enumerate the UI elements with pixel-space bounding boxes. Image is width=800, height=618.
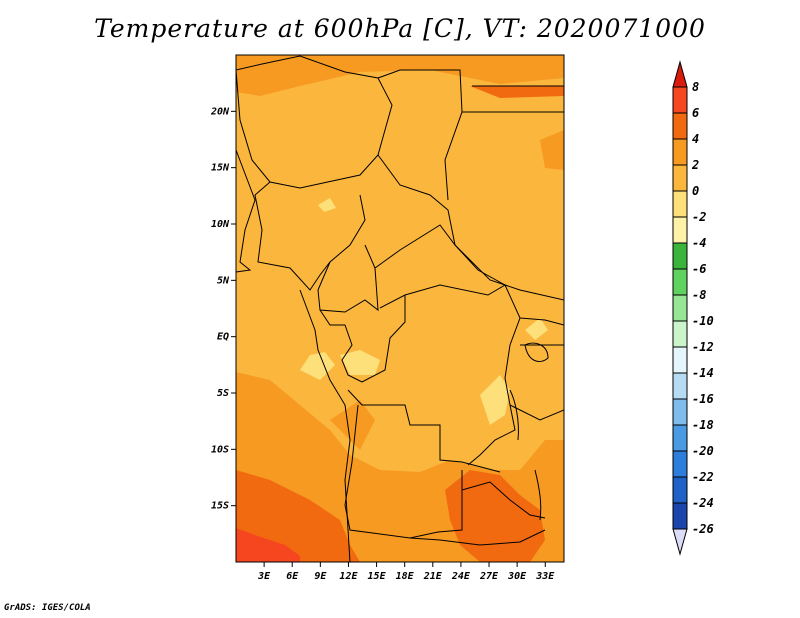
colorbar-label: -16 bbox=[692, 392, 714, 406]
border-coastline bbox=[299, 289, 351, 562]
colorbar-label: -8 bbox=[692, 288, 706, 302]
colorbar-segment bbox=[672, 450, 688, 478]
border-angola bbox=[344, 404, 463, 539]
lat-tick-label: 10S bbox=[211, 444, 229, 455]
colorbar: 8 6 4 2 0 -2 -4 -6 -8 -10 -12 -14 -16 -18 -20 -22 -24 -26 bbox=[672, 60, 714, 556]
colorbar-label: -24 bbox=[692, 496, 714, 510]
colorbar-label: -20 bbox=[692, 444, 714, 458]
lon-tick-label: 24E bbox=[451, 571, 471, 582]
lat-tick-label: 15S bbox=[211, 501, 229, 512]
lat-tick-label: 5S bbox=[217, 388, 229, 399]
field-cool-drc bbox=[480, 375, 510, 425]
lon-tick-label: 9E bbox=[314, 571, 327, 582]
map-title: Temperature at 600hPa [C], VT: 202007100… bbox=[94, 14, 706, 43]
lat-tick-label: 20N bbox=[210, 106, 230, 117]
colorbar-label: 4 bbox=[692, 132, 699, 146]
colorbar-segment bbox=[672, 424, 688, 452]
field-hot-southeast bbox=[445, 470, 545, 562]
lon-tick-label: 27E bbox=[479, 571, 499, 582]
border-car bbox=[374, 224, 507, 309]
border-lake-victoria bbox=[524, 342, 549, 362]
border-east-africa bbox=[509, 317, 564, 421]
credit-label: GrADS: IGES/COLA bbox=[4, 603, 91, 613]
field-cool-congo bbox=[340, 350, 380, 375]
border-zambia bbox=[461, 481, 546, 519]
field-cool-lakes bbox=[525, 318, 548, 340]
colorbar-label: -2 bbox=[692, 210, 706, 224]
colorbar-label: -18 bbox=[692, 418, 714, 432]
lon-tick-label: 30E bbox=[507, 571, 527, 582]
field-cool-gabon bbox=[300, 352, 335, 380]
border-lake-malawi bbox=[534, 469, 542, 521]
border-drc-south bbox=[347, 389, 501, 473]
colorbar-segment bbox=[672, 242, 688, 270]
colorbar-label: 2 bbox=[691, 158, 699, 172]
colorbar-label: 6 bbox=[692, 106, 699, 120]
longitude-axis: 3E 6E 9E 12E 15E 18E 21E 24E 27E 30E 33E bbox=[257, 562, 555, 582]
lon-tick-label: 12E bbox=[339, 571, 358, 582]
field-warm-east bbox=[540, 130, 564, 170]
border-libya-egypt bbox=[377, 69, 463, 201]
border-chad-sudan bbox=[377, 154, 564, 301]
colorbar-segment bbox=[672, 190, 688, 218]
colorbar-segment bbox=[672, 216, 688, 244]
colorbar-bottom-arrow bbox=[672, 528, 688, 556]
colorbar-segment bbox=[672, 502, 688, 530]
field-warm-sw-tongue bbox=[330, 400, 375, 450]
field-hot-southwest-core bbox=[236, 528, 300, 562]
border-namibia-botswana bbox=[409, 529, 546, 546]
border-lake-tanganyika bbox=[509, 389, 519, 441]
lat-tick-label: 15N bbox=[211, 163, 230, 174]
colorbar-segment bbox=[672, 346, 688, 374]
lat-tick-label: 10N bbox=[211, 219, 230, 230]
lon-tick-label: 18E bbox=[396, 571, 415, 582]
map-frame bbox=[235, 54, 565, 563]
colorbar-label: -6 bbox=[692, 262, 706, 276]
colorbar-segment bbox=[672, 294, 688, 322]
border-congo-gabon bbox=[319, 295, 406, 383]
border-west-coast bbox=[236, 149, 256, 273]
colorbar-segment bbox=[672, 476, 688, 504]
colorbar-label: 0 bbox=[692, 184, 699, 198]
field-hot-north-strip bbox=[470, 86, 564, 98]
lon-tick-label: 15E bbox=[368, 571, 387, 582]
colorbar-segment bbox=[672, 86, 688, 114]
field-cool-cameroon bbox=[318, 198, 336, 212]
lon-tick-label: 6E bbox=[286, 571, 299, 582]
latitude-axis: 20N 15N 10N 5N EQ 5S 10S 15S bbox=[210, 106, 236, 512]
colorbar-segment bbox=[672, 112, 688, 140]
colorbar-label: -10 bbox=[692, 314, 714, 328]
colorbar-label: -4 bbox=[692, 236, 706, 250]
colorbar-segment bbox=[672, 398, 688, 426]
colorbar-segment bbox=[672, 320, 688, 348]
border-nigeria bbox=[254, 181, 366, 291]
colorbar-label: -26 bbox=[692, 522, 714, 536]
colorbar-label: -22 bbox=[692, 470, 714, 484]
colorbar-segment bbox=[672, 268, 688, 296]
lon-tick-label: 3E bbox=[257, 571, 271, 582]
lat-tick-label: EQ bbox=[217, 332, 229, 343]
lat-tick-label: 5N bbox=[217, 275, 230, 286]
colorbar-segment bbox=[672, 372, 688, 400]
country-borders bbox=[236, 55, 564, 562]
colorbar-top-arrow bbox=[672, 60, 688, 88]
temperature-field bbox=[236, 55, 564, 562]
colorbar-segment bbox=[672, 138, 688, 166]
border-cameroon bbox=[317, 244, 379, 313]
colorbar-label: -12 bbox=[692, 340, 714, 354]
field-warm-north bbox=[236, 55, 564, 96]
colorbar-label: -14 bbox=[692, 366, 714, 380]
lon-tick-label: 33E bbox=[535, 571, 555, 582]
lon-tick-label: 21E bbox=[423, 571, 443, 582]
colorbar-segment bbox=[672, 164, 688, 192]
colorbar-label: 8 bbox=[692, 80, 699, 94]
